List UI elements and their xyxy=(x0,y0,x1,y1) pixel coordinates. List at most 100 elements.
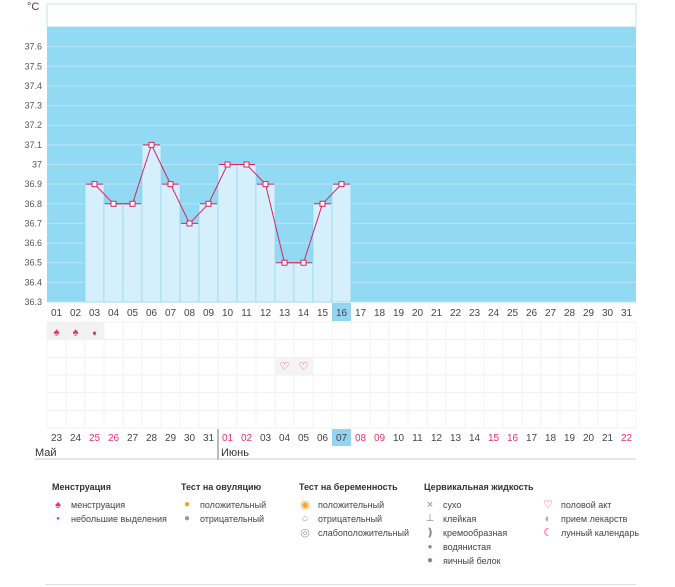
date-label: 09 xyxy=(374,433,386,444)
date-label: 28 xyxy=(146,433,158,444)
y-tick-label: 37.4 xyxy=(24,81,42,91)
cycle-day-label: 19 xyxy=(393,308,405,319)
temperature-bar xyxy=(103,203,124,303)
temperature-point xyxy=(148,141,155,148)
cycle-day-label: 16 xyxy=(336,308,348,319)
cycle-day-label: 12 xyxy=(260,308,272,319)
cycle-day-label: 31 xyxy=(621,308,633,319)
heart-icon: ♡ xyxy=(543,499,553,511)
date-label: 23 xyxy=(51,433,63,444)
month-label-may: Май xyxy=(35,447,57,459)
temperature-line-segment xyxy=(189,203,209,224)
legend-item-label: менструация xyxy=(71,500,126,510)
heart-mark: ♡ xyxy=(280,361,290,373)
cycle-day-label: 15 xyxy=(317,308,329,319)
y-axis-unit: °C xyxy=(27,1,40,13)
cycle-day-label: 06 xyxy=(146,308,158,319)
date-label: 12 xyxy=(431,433,443,444)
legend-item-label: положительный xyxy=(318,500,385,510)
pregnancy-negative-icon: ○ xyxy=(301,513,309,525)
date-label: 31 xyxy=(203,433,215,444)
cycle-day-label: 11 xyxy=(241,308,252,319)
temperature-bar xyxy=(141,144,162,303)
legend-item-label: прием лекарств xyxy=(561,514,628,524)
egg-white-icon: ● xyxy=(426,555,434,566)
date-label: 08 xyxy=(355,433,367,444)
date-label: 07 xyxy=(336,433,348,444)
y-tick-label: 36.6 xyxy=(24,238,42,248)
date-label: 22 xyxy=(621,433,633,444)
temperature-point xyxy=(224,161,231,168)
legend-item-label: водянистая xyxy=(443,542,492,552)
ovulation-negative-icon: ● xyxy=(183,513,191,524)
temperature-bar xyxy=(122,203,143,303)
heart-cell xyxy=(275,357,294,375)
legend-item: ⊥ клейкая xyxy=(424,512,534,526)
pregnancy-positive-icon: ◉ xyxy=(300,499,310,511)
y-tick-label: 36.7 xyxy=(24,218,42,228)
legend-item: ◉ положительный xyxy=(299,498,409,512)
cycle-day-label: 10 xyxy=(222,308,234,319)
temperature-point xyxy=(300,259,307,266)
legend-item: ❫ кремообразная xyxy=(424,526,534,540)
y-tick-label: 37.6 xyxy=(24,42,42,52)
date-label: 27 xyxy=(127,433,139,444)
date-label: 01 xyxy=(222,433,234,444)
chart-top-box xyxy=(46,3,637,28)
menstruation-cell xyxy=(85,322,104,340)
temperature-line-segment xyxy=(265,184,285,263)
legend-group: Цервикальная жидкость × сухо ⊥ клейкая ❫ кремо… xyxy=(424,482,534,568)
temperature-bar xyxy=(255,183,276,303)
temperature-line-segment xyxy=(170,183,190,224)
cycle-day-label: 03 xyxy=(89,308,101,319)
current-date-highlight xyxy=(332,429,351,446)
legend-item: ● яичный белок xyxy=(424,554,534,568)
temperature-point xyxy=(281,259,288,266)
y-tick-label: 36.3 xyxy=(24,297,42,307)
date-label: 15 xyxy=(488,433,500,444)
temperature-bar xyxy=(236,164,257,303)
cycle-day-label: 18 xyxy=(374,308,386,319)
cycle-day-label: 21 xyxy=(431,308,443,319)
y-tick-label: 36.9 xyxy=(24,179,42,189)
legend-group-title: Менструация xyxy=(52,482,111,492)
date-label: 10 xyxy=(393,433,405,444)
month-label-june: Июнь xyxy=(221,447,249,459)
temperature-chart: 36.3 36.4 36.5 36.6 36.7 36.8 36.9 37 37.1 37.2 37… xyxy=(24,3,637,460)
legend-item: ● положительный xyxy=(181,498,266,512)
temperature-bar xyxy=(179,223,200,303)
temperature-line-segment xyxy=(322,183,342,205)
date-label: 14 xyxy=(469,433,481,444)
date-label: 24 xyxy=(70,433,82,444)
y-tick-label: 36.5 xyxy=(24,258,42,268)
legend-group: Тест на беременность ◉ положительный ○ отриц… xyxy=(299,482,409,540)
date-label: 11 xyxy=(412,433,423,444)
heart-cell xyxy=(294,357,313,375)
pregnancy-weak-icon: ◎ xyxy=(300,527,310,539)
cycle-day-label: 27 xyxy=(545,308,557,319)
legend-item-label: лунный календарь xyxy=(561,528,640,538)
legend-item-label: слабоположительный xyxy=(318,528,410,538)
temperature-line-segment xyxy=(303,203,323,263)
date-label: 21 xyxy=(602,433,614,444)
temperature-bar xyxy=(312,203,333,303)
temperature-line-segment xyxy=(132,144,152,204)
cycle-day-label: 17 xyxy=(355,308,367,319)
y-tick-label: 37.2 xyxy=(24,120,42,130)
menstruation-mark: ♠ xyxy=(54,327,60,339)
legend-group-title: Цервикальная жидкость xyxy=(424,482,534,492)
legend-item: ♠ менструация xyxy=(52,498,167,512)
legend-item-label: сухо xyxy=(443,500,462,510)
cycle-day-label: 24 xyxy=(488,308,500,319)
date-label: 25 xyxy=(89,433,101,444)
temperature-line-segment xyxy=(151,144,171,185)
cycle-day-label: 02 xyxy=(70,308,82,319)
cycle-day-label: 25 xyxy=(507,308,519,319)
cycle-day-label: 23 xyxy=(469,308,481,319)
cycle-day-label: 28 xyxy=(564,308,576,319)
menstruation-cell xyxy=(66,322,85,340)
y-tick-label: 37.5 xyxy=(24,61,42,71)
heart-mark: ♡ xyxy=(299,361,309,373)
date-label: 18 xyxy=(545,433,557,444)
legend-group-title: Тест на овуляцию xyxy=(181,482,262,492)
